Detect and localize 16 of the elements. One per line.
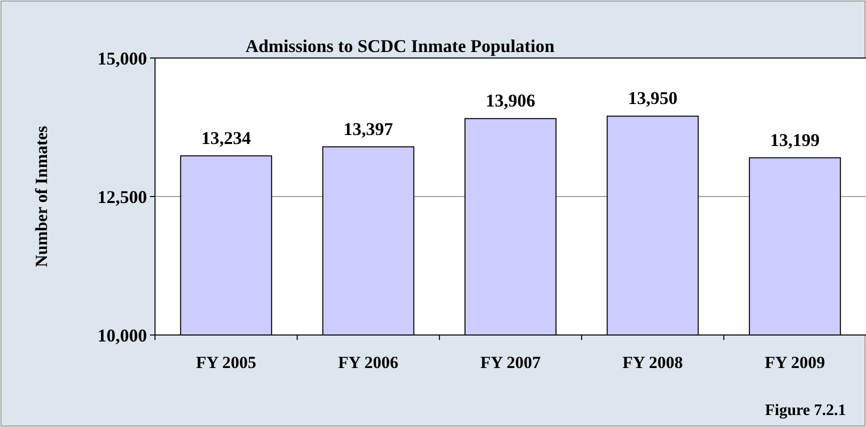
data-label: 13,950 (628, 88, 678, 108)
caption: Figure 7.2.1 (764, 402, 846, 419)
y-axis-title: Number of Inmates (32, 125, 51, 268)
data-label: 13,906 (486, 90, 536, 111)
x-tick-label: FY 2007 (480, 353, 542, 372)
y-tick-label: 12,500 (98, 186, 147, 207)
data-label: 13,397 (344, 118, 394, 139)
y-tick-label: 15,000 (98, 48, 147, 68)
x-tick-label: FY 2005 (196, 353, 256, 372)
x-tick-label: FY 2006 (338, 353, 398, 372)
data-label: 13,199 (770, 130, 820, 150)
x-tick-label: FY 2009 (764, 353, 826, 372)
chart-title: Admissions to SCDC Inmate Population (245, 36, 555, 56)
data-label: 13,234 (201, 128, 251, 148)
x-tick-label: FY 2008 (622, 353, 683, 372)
y-tick-label: 10,000 (98, 325, 147, 346)
